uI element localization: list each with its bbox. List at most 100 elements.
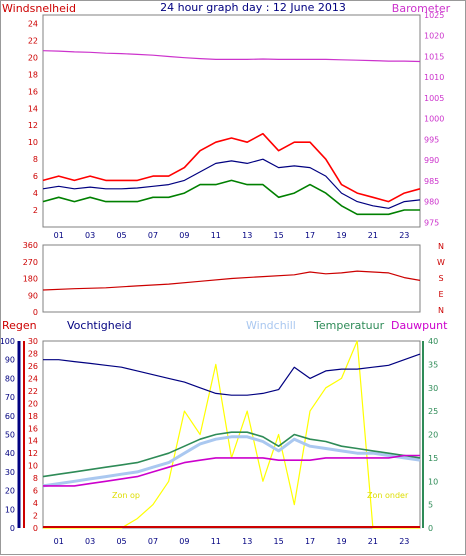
wind-hour-label-21: 21	[368, 231, 378, 240]
barometer-axis-label: Barometer	[392, 2, 451, 15]
temp-hour-label-11: 11	[211, 537, 221, 546]
humidity-tick-90: 90	[5, 356, 15, 365]
compass-label-0: N	[438, 242, 444, 251]
direction-line	[42, 270, 421, 291]
wind-tick-18: 18	[28, 70, 38, 79]
wind-tick-20: 20	[28, 53, 38, 62]
humidity-tick-40: 40	[5, 449, 15, 458]
wind-hour-label-19: 19	[336, 231, 346, 240]
dewpoint-axis-label: Dauwpunt	[391, 319, 448, 332]
temp-tick-30: 30	[428, 384, 438, 393]
wind-hour-label-05: 05	[116, 231, 126, 240]
sunrise-label: Zon op	[112, 491, 140, 500]
humidity-tick-30: 30	[5, 468, 15, 477]
rain-tick-20: 20	[28, 399, 38, 408]
sunset-label: Zon onder	[367, 491, 409, 500]
humidity-tick-10: 10	[5, 505, 15, 514]
rain-tick-28: 28	[28, 349, 38, 358]
rain-tick-2: 2	[33, 512, 38, 521]
windchill-axis-label: Windchill	[246, 319, 296, 332]
wind-hour-label-17: 17	[305, 231, 315, 240]
temp-hour-label-03: 03	[85, 537, 95, 546]
windchill-line	[42, 435, 421, 488]
temperature-panel	[42, 340, 421, 529]
temp-tick-20: 20	[428, 431, 438, 440]
barometer-tick-1020: 1020	[424, 32, 444, 41]
temperature-axis-label: Temperatuur	[313, 319, 385, 332]
rain-tick-30: 30	[28, 337, 38, 346]
temp-hour-label-15: 15	[274, 537, 284, 546]
wind-hour-label-11: 11	[211, 231, 221, 240]
rain-tick-14: 14	[28, 437, 38, 446]
wind-hour-label-15: 15	[274, 231, 284, 240]
wind-tick-6: 6	[33, 172, 38, 181]
wind-tick-10: 10	[28, 138, 38, 147]
barometer-tick-1000: 1000	[424, 115, 444, 124]
wind-tick-22: 22	[28, 36, 38, 45]
rain-tick-6: 6	[33, 487, 38, 496]
direction-tick-180: 180	[23, 275, 38, 284]
rain-tick-10: 10	[28, 462, 38, 471]
rain-tick-8: 8	[33, 474, 38, 483]
temp-hour-label-13: 13	[242, 537, 252, 546]
barometer-tick-1025: 1025	[424, 11, 444, 20]
temp-hour-label-09: 09	[179, 537, 189, 546]
humidity-tick-100: 100	[1, 337, 15, 346]
temp-tick-0: 0	[428, 524, 433, 533]
temp-tick-40: 40	[428, 337, 438, 346]
humidity-tick-0: 0	[10, 524, 15, 533]
wind-gust-line	[42, 132, 421, 203]
compass-label-1: W	[437, 258, 445, 267]
rain-tick-18: 18	[28, 412, 38, 421]
wind-tick-8: 8	[33, 155, 38, 164]
barometer-tick-985: 985	[424, 177, 439, 186]
direction-tick-90: 90	[28, 291, 38, 300]
humidity-tick-80: 80	[5, 374, 15, 383]
barometer-tick-1005: 1005	[424, 94, 444, 103]
wind-average-line	[42, 158, 421, 209]
temp-hour-label-21: 21	[368, 537, 378, 546]
wind-tick-16: 16	[28, 87, 38, 96]
direction-tick-0: 0	[33, 308, 38, 317]
rain-tick-24: 24	[28, 374, 38, 383]
temp-tick-25: 25	[428, 407, 438, 416]
barometer-tick-975: 975	[424, 218, 439, 227]
temp-hour-label-17: 17	[305, 537, 315, 546]
wind-hour-label-09: 09	[179, 231, 189, 240]
humidity-tick-50: 50	[5, 431, 15, 440]
compass-label-4: N	[438, 306, 444, 315]
wind-hour-label-13: 13	[242, 231, 252, 240]
rain-tick-0: 0	[33, 524, 38, 533]
wind-hour-label-01: 01	[54, 231, 64, 240]
wind-hour-label-23: 23	[399, 231, 409, 240]
temp-hour-label-07: 07	[148, 537, 158, 546]
humidity-axis-label: Vochtigheid	[67, 319, 132, 332]
wind-panel	[42, 14, 421, 228]
compass-label-3: E	[438, 290, 443, 299]
barometer-tick-1010: 1010	[424, 73, 444, 82]
wind-hour-label-07: 07	[148, 231, 158, 240]
wind-tick-4: 4	[33, 189, 38, 198]
rain-tick-16: 16	[28, 424, 38, 433]
wind-low-line	[42, 179, 420, 216]
humidity-tick-20: 20	[5, 487, 15, 496]
dewpoint-line	[43, 454, 420, 487]
humidity-line	[43, 353, 421, 396]
rain-tick-22: 22	[28, 387, 38, 396]
temp-tick-10: 10	[428, 477, 438, 486]
compass-label-2: S	[438, 274, 443, 283]
rain-axis-label: Regen	[2, 319, 37, 332]
temp-tick-15: 15	[428, 454, 438, 463]
wind-axis-label: Windsnelheid	[2, 2, 76, 15]
temp-tick-35: 35	[428, 360, 438, 369]
temp-hour-label-23: 23	[399, 537, 409, 546]
temp-tick-5: 5	[428, 501, 433, 510]
humidity-tick-60: 60	[5, 412, 15, 421]
direction-tick-360: 360	[23, 241, 38, 250]
barometer-tick-995: 995	[424, 135, 439, 144]
temp-hour-label-05: 05	[116, 537, 126, 546]
chart-title: 24 hour graph day : 12 June 2013	[160, 1, 346, 14]
temperature-line	[42, 431, 421, 478]
